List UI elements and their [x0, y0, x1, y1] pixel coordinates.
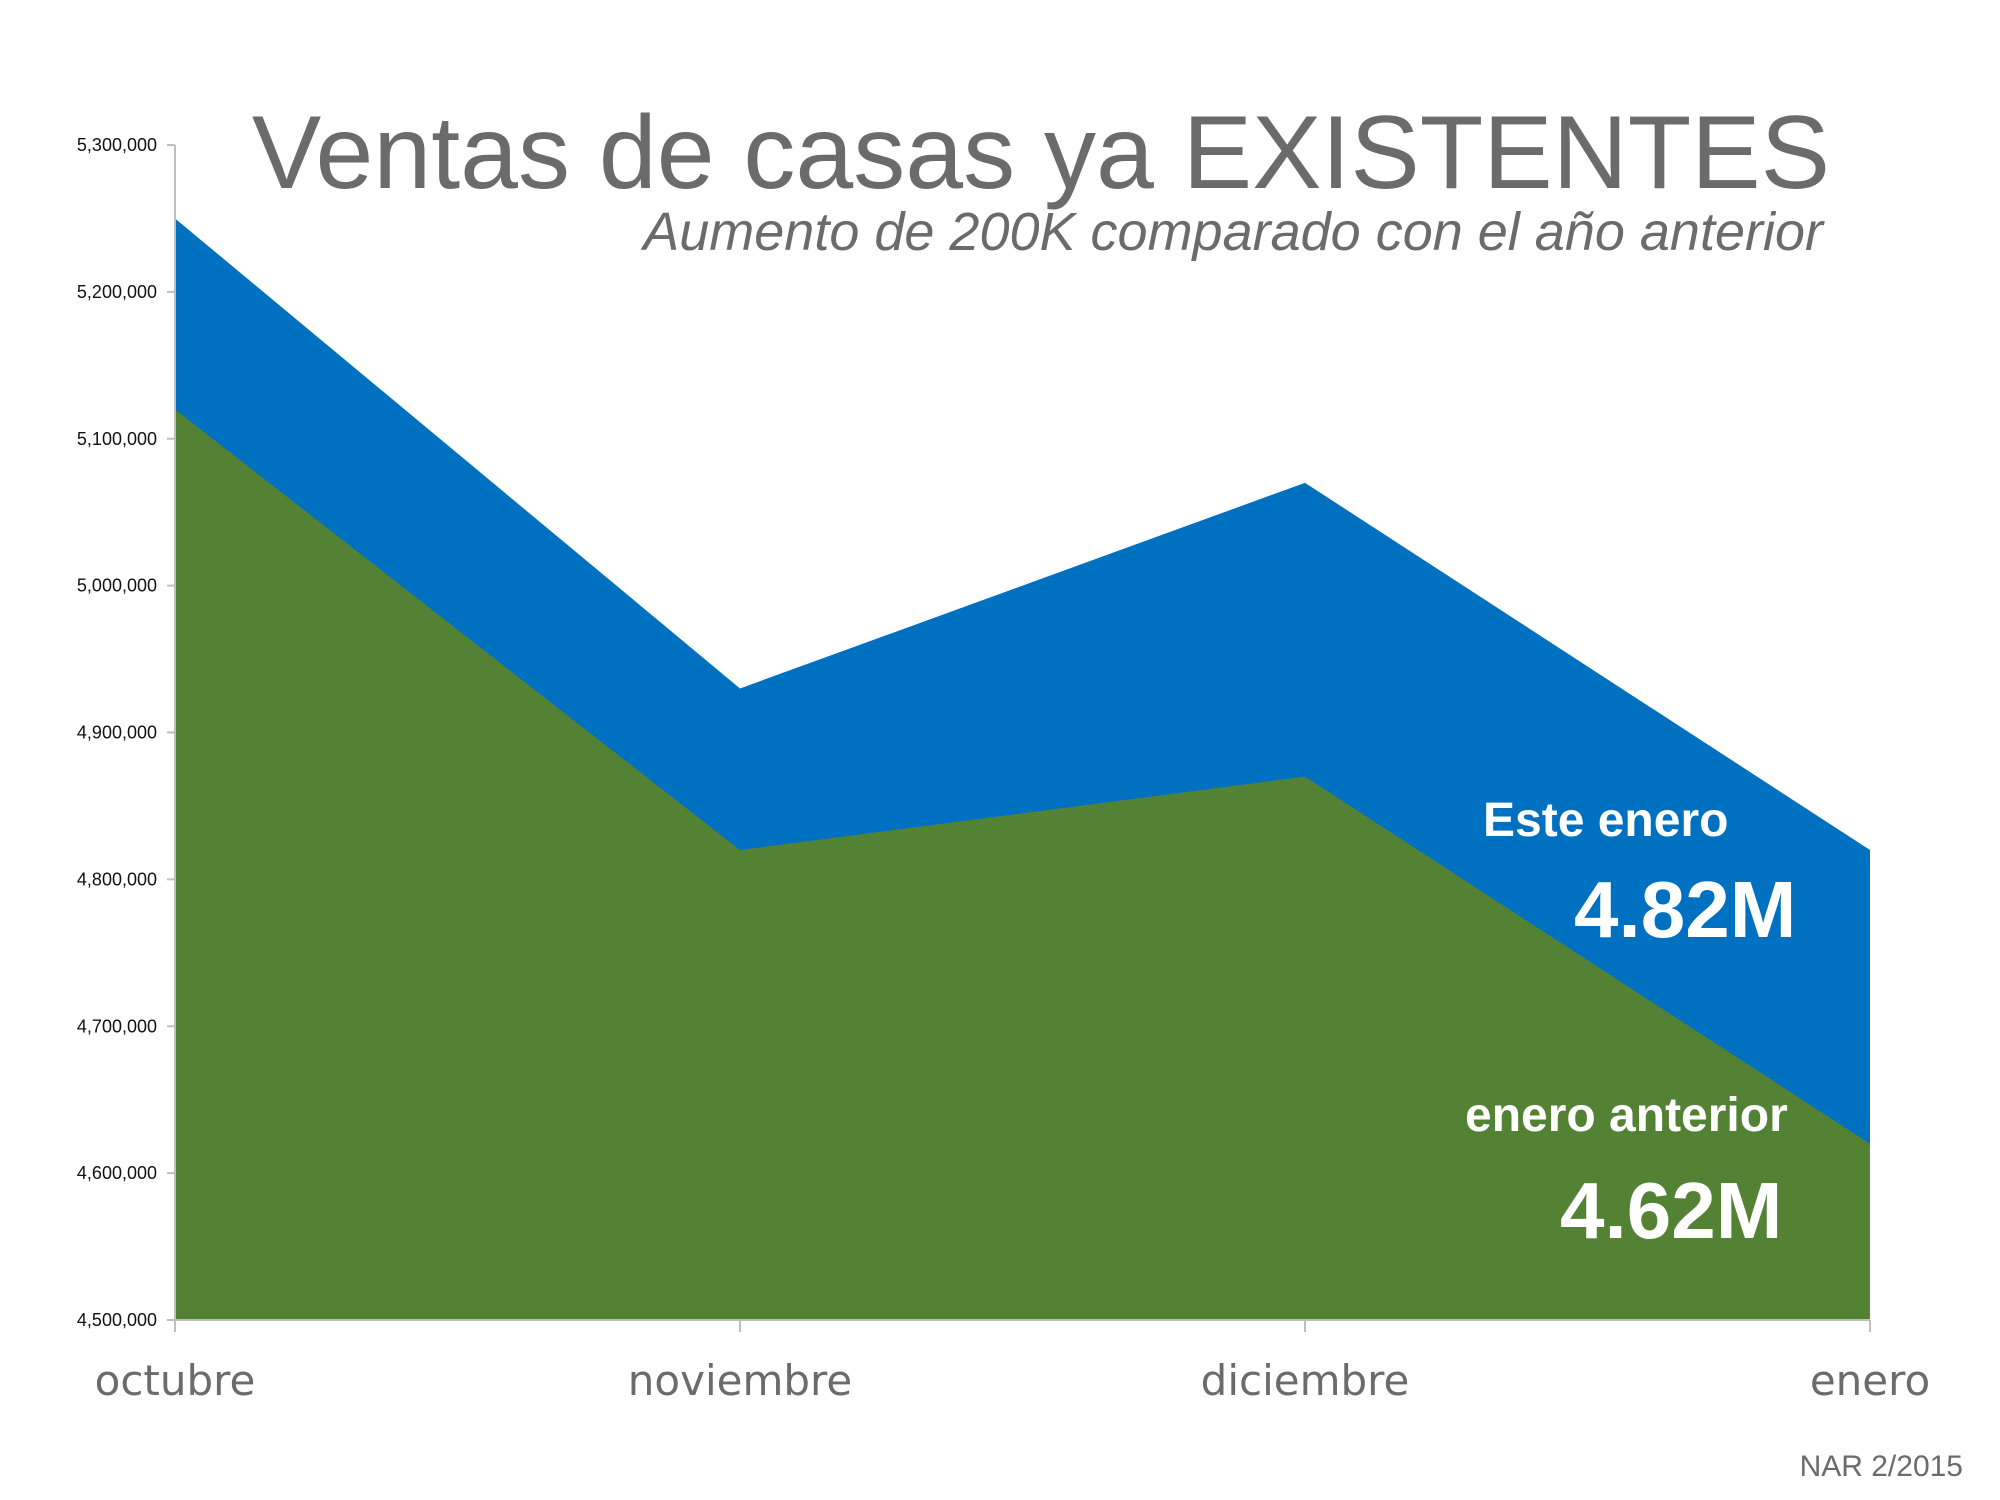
annotation-last-year-label: enero anterior	[1465, 1089, 1788, 1142]
annotation-this-year-value: 4.82M	[1574, 865, 1796, 954]
x-tick-label: noviembre	[628, 1356, 852, 1405]
source-note: NAR 2/2015	[1800, 1450, 1963, 1483]
chart-title: Ventas de casas ya EXISTENTES	[252, 95, 1830, 211]
x-tick-labels: octubre noviembre diciembre enero	[95, 1356, 1931, 1405]
y-tick-label: 4,500,000	[77, 1310, 157, 1330]
x-tick-label: enero	[1810, 1356, 1930, 1405]
annotation-this-year-label: Este enero	[1483, 794, 1728, 847]
area-series-2	[175, 409, 1870, 1320]
chart-subtitle: Aumento de 200K comparado con el año ant…	[640, 202, 1825, 262]
annotation-last-year-value: 4.62M	[1560, 1166, 1782, 1255]
y-tick-label: 5,300,000	[77, 135, 157, 155]
y-tick-label: 4,700,000	[77, 1016, 157, 1036]
y-tick-label: 5,200,000	[77, 282, 157, 302]
x-tick-label: diciembre	[1201, 1356, 1410, 1405]
axes-layer	[167, 144, 1871, 1332]
y-tick-label: 4,800,000	[77, 869, 157, 889]
areas-layer	[175, 218, 1870, 1320]
y-tick-label: 5,100,000	[77, 429, 157, 449]
y-tick-label: 4,900,000	[77, 723, 157, 743]
y-tick-label: 4,600,000	[77, 1163, 157, 1183]
y-tick-label: 5,000,000	[77, 576, 157, 596]
x-tick-label: octubre	[95, 1356, 256, 1405]
y-tick-labels: 4,500,000 4,600,000 4,700,000 4,800,000 4,90…	[77, 135, 157, 1330]
